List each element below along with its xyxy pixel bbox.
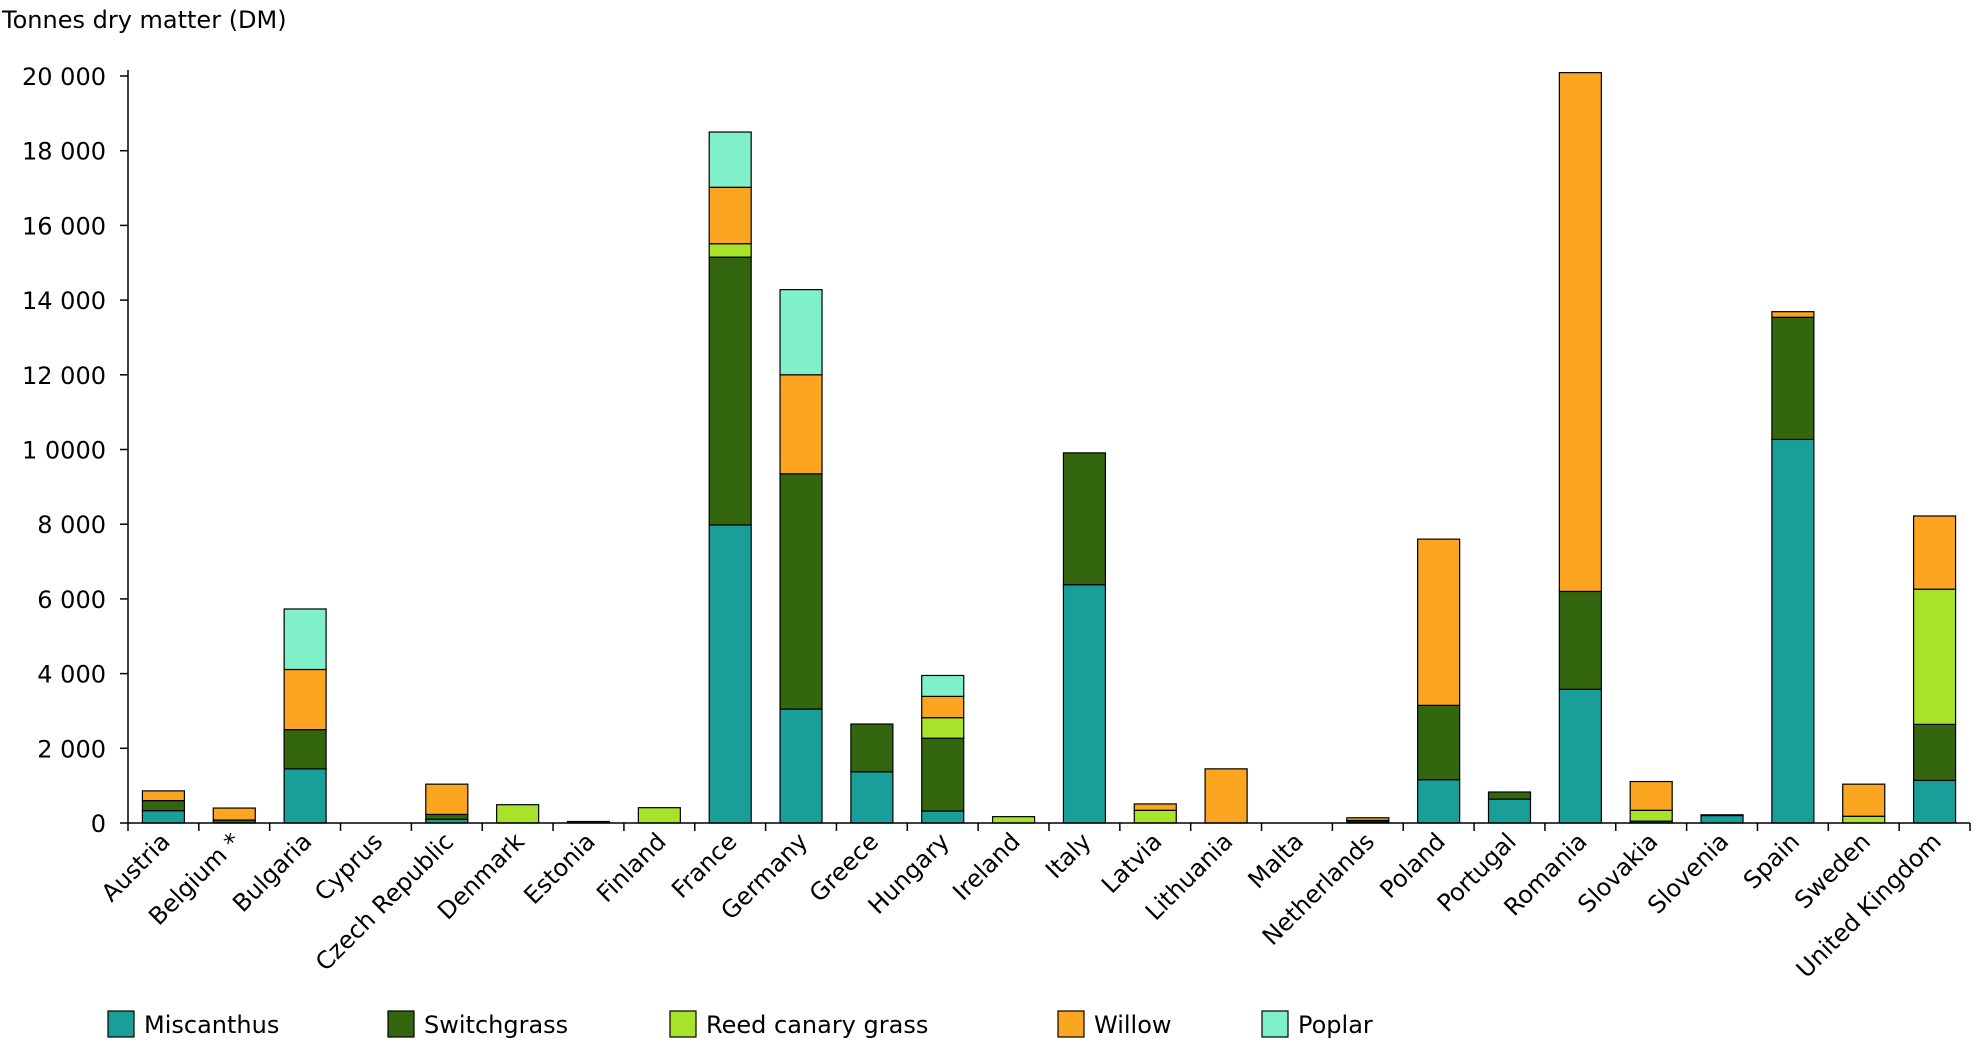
- bar-segment: [1558, 72, 1602, 593]
- bar-segment: [283, 768, 327, 824]
- legend-swatch: [107, 1010, 135, 1038]
- bar-segment: [1487, 791, 1532, 800]
- bar-segment: [921, 674, 965, 697]
- bar-segment: [850, 771, 894, 824]
- bar-segment: [1912, 588, 1957, 725]
- y-tick-label: 16 000: [22, 212, 106, 240]
- x-category-label: Malta: [1243, 827, 1310, 894]
- bar-segment: [1771, 311, 1815, 318]
- bar-segment: [141, 790, 186, 802]
- bar-segment: [921, 695, 965, 719]
- bar-segment: [779, 289, 823, 376]
- x-category-label: Italy: [1040, 827, 1097, 884]
- bar-segment: [779, 374, 823, 475]
- bar-segment: [1062, 452, 1107, 586]
- bar-segment: [1912, 723, 1957, 782]
- bar-segment: [1558, 688, 1602, 824]
- legend-swatch: [669, 1010, 697, 1038]
- bar-segment: [921, 737, 965, 812]
- bar-segment: [212, 807, 256, 821]
- y-axis-title: Tonnes dry matter (DM): [1, 6, 287, 34]
- legend-label: Miscanthus: [144, 1011, 279, 1039]
- y-tick-label: 0: [91, 810, 106, 838]
- x-category-label: Spain: [1738, 827, 1805, 894]
- bar-segment: [1417, 704, 1461, 781]
- bar-segment: [141, 799, 186, 812]
- legend-swatch: [1057, 1010, 1085, 1038]
- bar-segment: [779, 473, 823, 710]
- legend-swatch: [387, 1010, 415, 1038]
- bar-segment: [708, 131, 752, 188]
- bar-segment: [1629, 780, 1673, 811]
- bar-segment: [921, 717, 965, 739]
- bar-segment: [708, 524, 752, 824]
- legend-swatch: [1261, 1010, 1289, 1038]
- bar-segment: [1558, 590, 1602, 690]
- bar-segment: [1700, 814, 1744, 817]
- bar-segment: [708, 186, 752, 245]
- bar-segment: [708, 256, 752, 526]
- bar-segment: [1700, 814, 1744, 824]
- x-category-label: Bulgaria: [227, 827, 317, 917]
- y-tick-label: 12 000: [22, 362, 106, 390]
- bar-segment: [991, 816, 1036, 824]
- y-tick-label: 4 000: [37, 661, 106, 689]
- bar-segment: [1487, 798, 1532, 824]
- bar-segment: [425, 813, 469, 820]
- bar-segment: [496, 804, 540, 824]
- bar-segment: [637, 807, 681, 824]
- y-tick-label: 1 0000: [22, 437, 106, 465]
- bar-segment: [1771, 316, 1815, 441]
- bar-segment: [850, 723, 894, 773]
- legend-label: Willow: [1094, 1011, 1172, 1039]
- x-category-label: Ireland: [947, 827, 1025, 905]
- y-axis: 0 2 000 4 000 6 000 8 000 1 0000 12 000 14 000 1…: [22, 63, 129, 838]
- bar-segment: [1912, 515, 1957, 590]
- y-tick-label: 2 000: [37, 735, 106, 763]
- bar-segment: [283, 729, 327, 770]
- y-tick-label: 6 000: [37, 586, 106, 614]
- bar-segment: [141, 810, 186, 824]
- y-tick-label: 8 000: [37, 511, 106, 539]
- bar-segment: [1842, 783, 1886, 817]
- bar-segment: [1133, 803, 1177, 811]
- y-tick-label: 18 000: [22, 138, 106, 166]
- bar-segment: [708, 243, 752, 258]
- bar-segment: [1417, 538, 1461, 706]
- bar-segment: [1417, 779, 1461, 824]
- bar-segment: [1912, 779, 1957, 824]
- bar-segment: [921, 810, 965, 824]
- legend: Miscanthus Switchgrass Reed canary grass Wi…: [107, 1010, 1373, 1039]
- bar-segment: [779, 708, 823, 824]
- bar-segment: [283, 668, 327, 731]
- bar-segment: [1629, 809, 1673, 822]
- x-category-label: Estonia: [518, 827, 600, 909]
- x-category-label: Finland: [591, 827, 671, 907]
- bar-segment: [1062, 584, 1107, 824]
- bar-segment: [1771, 438, 1815, 824]
- bar-segment: [283, 608, 327, 671]
- legend-label: Poplar: [1298, 1011, 1373, 1039]
- bar-segment: [425, 783, 469, 816]
- bar-segment: [1204, 768, 1248, 824]
- y-tick-label: 20 000: [22, 63, 106, 91]
- bar-segment: [1133, 809, 1177, 824]
- legend-label: Reed canary grass: [706, 1011, 928, 1039]
- y-tick-label: 14 000: [22, 287, 106, 315]
- bars: [141, 72, 1957, 824]
- bar-segment: [1842, 815, 1886, 824]
- bar-segment: [1346, 817, 1390, 821]
- legend-label: Switchgrass: [424, 1011, 568, 1039]
